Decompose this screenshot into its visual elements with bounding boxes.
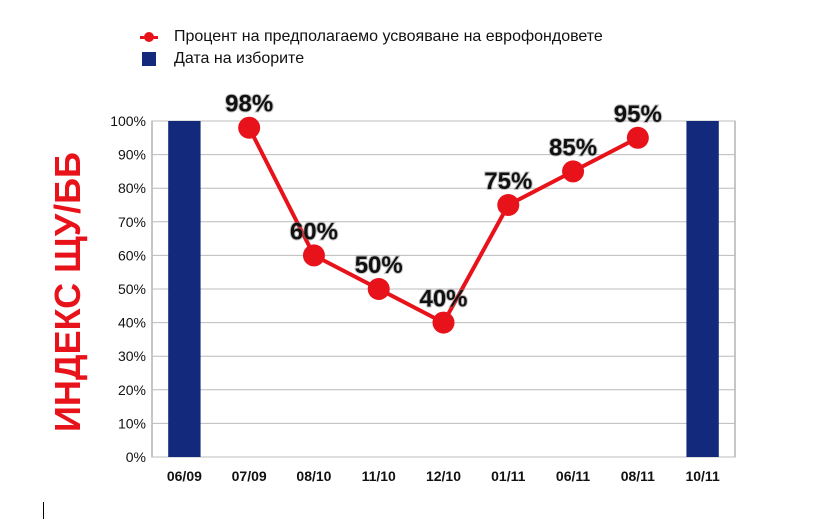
x-tick-label: 10/11 xyxy=(685,468,719,484)
legend-line-label: Процент на предполагаемо усвояване на ев… xyxy=(174,28,603,45)
data-label: 95% xyxy=(614,101,662,128)
data-point xyxy=(626,126,649,149)
x-tick-label: 08/11 xyxy=(621,468,655,484)
legend: Процент на предполагаемо усвояване на ев… xyxy=(140,26,603,70)
data-label: 40% xyxy=(419,286,467,313)
y-axis-label: ИНДЕКС ЩУ/ББ xyxy=(47,152,88,432)
x-tick-label: 07/09 xyxy=(232,468,267,484)
election-bar xyxy=(168,121,201,457)
bar-layer xyxy=(168,121,719,457)
legend-item-line: Процент на предполагаемо усвояване на ев… xyxy=(140,26,603,48)
data-label: 50% xyxy=(355,252,403,279)
data-point xyxy=(238,116,261,139)
x-tick-label: 12/10 xyxy=(426,468,461,484)
x-tick-label: 06/09 xyxy=(167,468,202,484)
data-label: 75% xyxy=(484,168,532,195)
data-label: 85% xyxy=(549,134,597,161)
text-cursor xyxy=(43,502,44,519)
x-tick-label: 11/10 xyxy=(362,468,396,484)
data-label: 98% xyxy=(225,91,273,118)
legend-item-bar: Дата на изборите xyxy=(140,48,603,70)
label-layer: 98% 60% 50% 40% 75% 85% 95% xyxy=(224,90,663,314)
y-tick-label: 10% xyxy=(118,415,146,431)
y-tick-label: 50% xyxy=(118,281,146,297)
y-tick-label: 90% xyxy=(118,147,146,163)
election-bar xyxy=(686,121,719,457)
y-tick-label: 40% xyxy=(118,315,146,331)
x-tick-label: 06/11 xyxy=(556,468,590,484)
data-point xyxy=(562,160,585,183)
data-point xyxy=(302,244,325,267)
data-label: 60% xyxy=(290,218,338,245)
data-point xyxy=(497,194,520,216)
x-tick-label: 01/11 xyxy=(491,468,525,484)
data-point xyxy=(367,278,390,300)
y-tick-label: 0% xyxy=(126,449,146,465)
y-tick-label: 100% xyxy=(110,113,146,129)
y-tick-label: 30% xyxy=(118,348,146,364)
grid-layer xyxy=(151,120,736,458)
y-tick-label: 80% xyxy=(118,180,146,196)
bar-swatch-icon xyxy=(142,52,156,66)
legend-bar-label: Дата на изборите xyxy=(174,50,305,67)
y-tick-label: 60% xyxy=(118,247,146,263)
y-tick-label: 70% xyxy=(118,214,146,230)
x-tick-label: 08/10 xyxy=(296,468,331,484)
axis-layer: 0% 10% 20% 30% 40% 50% 60% 70% 80% 90% 100% 06/09 07… xyxy=(110,113,720,484)
data-point xyxy=(432,311,455,334)
line-layer xyxy=(238,116,649,334)
y-tick-label: 20% xyxy=(118,382,146,398)
line-marker-icon xyxy=(140,30,158,44)
